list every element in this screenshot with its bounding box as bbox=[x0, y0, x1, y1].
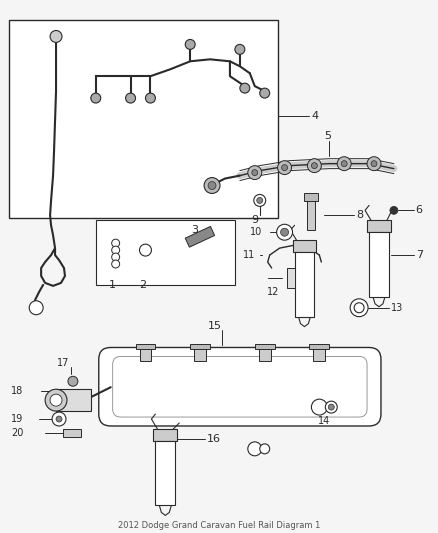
Text: 16: 16 bbox=[207, 434, 221, 444]
FancyBboxPatch shape bbox=[113, 357, 367, 417]
Text: 9: 9 bbox=[251, 215, 258, 225]
Text: 7: 7 bbox=[416, 250, 423, 260]
Text: 5: 5 bbox=[324, 131, 331, 141]
Text: 10: 10 bbox=[250, 227, 262, 237]
Circle shape bbox=[126, 93, 135, 103]
Text: 11: 11 bbox=[243, 250, 255, 260]
Circle shape bbox=[337, 157, 351, 171]
Circle shape bbox=[257, 197, 263, 204]
Circle shape bbox=[45, 389, 67, 411]
Circle shape bbox=[367, 157, 381, 171]
Circle shape bbox=[185, 39, 195, 50]
Bar bbox=[194, 348, 206, 361]
Bar bbox=[255, 343, 275, 350]
Circle shape bbox=[240, 83, 250, 93]
Circle shape bbox=[91, 93, 101, 103]
Bar bbox=[314, 348, 325, 361]
Circle shape bbox=[50, 394, 62, 406]
Circle shape bbox=[328, 404, 334, 410]
Bar bbox=[153, 429, 177, 441]
Bar bbox=[286, 268, 294, 288]
Circle shape bbox=[52, 412, 66, 426]
Circle shape bbox=[350, 299, 368, 317]
Circle shape bbox=[140, 244, 152, 256]
Circle shape bbox=[112, 239, 120, 247]
Text: 4: 4 bbox=[311, 111, 318, 121]
Text: 14: 14 bbox=[318, 416, 330, 426]
Circle shape bbox=[208, 182, 216, 190]
Bar bbox=[190, 343, 210, 350]
Circle shape bbox=[56, 416, 62, 422]
Circle shape bbox=[307, 159, 321, 173]
Bar bbox=[294, 252, 314, 317]
Bar bbox=[367, 220, 391, 232]
Circle shape bbox=[112, 260, 120, 268]
FancyBboxPatch shape bbox=[99, 348, 381, 426]
Circle shape bbox=[145, 93, 155, 103]
Text: 6: 6 bbox=[416, 205, 423, 215]
Bar bbox=[96, 220, 235, 285]
Circle shape bbox=[248, 442, 262, 456]
Bar bbox=[63, 429, 81, 437]
Circle shape bbox=[281, 228, 289, 236]
Bar bbox=[309, 343, 329, 350]
Circle shape bbox=[112, 246, 120, 254]
Text: 18: 18 bbox=[11, 386, 23, 396]
Circle shape bbox=[252, 169, 258, 175]
Text: 17: 17 bbox=[57, 358, 69, 368]
Bar bbox=[259, 348, 271, 361]
Circle shape bbox=[112, 253, 120, 261]
Text: 13: 13 bbox=[391, 303, 403, 313]
Bar bbox=[185, 227, 215, 247]
Text: 2012 Dodge Grand Caravan Fuel Rail Diagram 1: 2012 Dodge Grand Caravan Fuel Rail Diagr… bbox=[118, 521, 320, 530]
Bar bbox=[56, 389, 91, 411]
Circle shape bbox=[260, 444, 270, 454]
Circle shape bbox=[204, 177, 220, 193]
Circle shape bbox=[50, 30, 62, 43]
Circle shape bbox=[371, 160, 377, 167]
Circle shape bbox=[248, 166, 262, 180]
Text: 20: 20 bbox=[11, 428, 23, 438]
Circle shape bbox=[29, 301, 43, 314]
Circle shape bbox=[311, 163, 318, 168]
Bar bbox=[140, 348, 152, 361]
Circle shape bbox=[277, 224, 293, 240]
Text: 19: 19 bbox=[11, 414, 23, 424]
Circle shape bbox=[278, 160, 292, 175]
Bar bbox=[155, 441, 175, 505]
Text: 12: 12 bbox=[267, 287, 279, 297]
Bar bbox=[307, 196, 315, 230]
Text: 3: 3 bbox=[192, 225, 199, 235]
Circle shape bbox=[311, 399, 327, 415]
Circle shape bbox=[354, 303, 364, 313]
Circle shape bbox=[282, 165, 288, 171]
Text: 15: 15 bbox=[208, 321, 222, 330]
Bar bbox=[369, 232, 389, 297]
Bar bbox=[135, 343, 155, 350]
Circle shape bbox=[254, 195, 266, 206]
Circle shape bbox=[260, 88, 270, 98]
Circle shape bbox=[68, 376, 78, 386]
Circle shape bbox=[390, 206, 398, 214]
Bar bbox=[293, 240, 316, 252]
Text: 8: 8 bbox=[356, 211, 363, 220]
Text: 2: 2 bbox=[139, 280, 146, 290]
Text: 1: 1 bbox=[109, 280, 116, 290]
Circle shape bbox=[325, 401, 337, 413]
Bar bbox=[304, 193, 318, 201]
Circle shape bbox=[235, 44, 245, 54]
Bar bbox=[9, 20, 278, 219]
Circle shape bbox=[341, 160, 347, 167]
